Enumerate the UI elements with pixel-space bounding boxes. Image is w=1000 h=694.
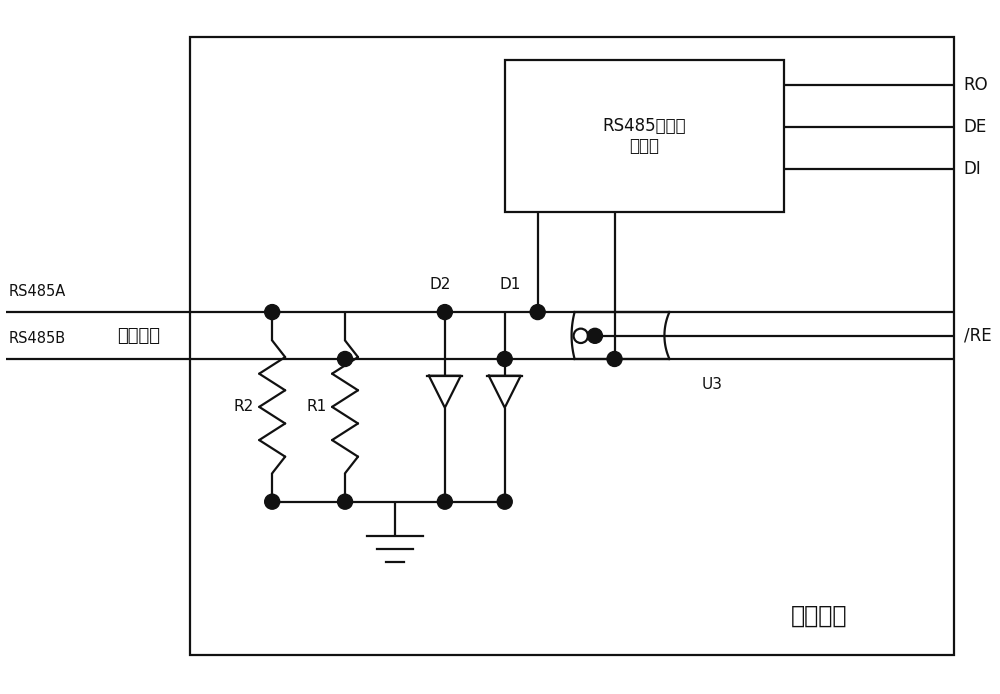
Circle shape <box>587 328 602 344</box>
Circle shape <box>497 351 512 366</box>
Text: R2: R2 <box>234 399 254 414</box>
Text: DE: DE <box>964 119 987 137</box>
Bar <box>190 37 954 655</box>
Circle shape <box>530 305 545 319</box>
Text: RS485协议转
换芯片: RS485协议转 换芯片 <box>603 117 686 155</box>
Circle shape <box>574 329 588 343</box>
Text: D2: D2 <box>429 277 451 292</box>
Text: D1: D1 <box>499 277 520 292</box>
Text: 接口电路: 接口电路 <box>791 604 847 627</box>
Circle shape <box>607 351 622 366</box>
Bar <box>505 60 784 212</box>
Text: /RE: /RE <box>964 327 991 345</box>
Circle shape <box>497 494 512 509</box>
Text: DI: DI <box>964 160 982 178</box>
Circle shape <box>265 305 280 319</box>
Text: RS485A: RS485A <box>9 284 66 299</box>
Circle shape <box>338 494 353 509</box>
Circle shape <box>437 305 452 319</box>
Text: U3: U3 <box>702 377 723 392</box>
Text: RO: RO <box>964 76 988 94</box>
Circle shape <box>265 494 280 509</box>
Text: R1: R1 <box>307 399 327 414</box>
Text: RS485B: RS485B <box>9 331 66 346</box>
Circle shape <box>437 494 452 509</box>
Circle shape <box>338 351 353 366</box>
Text: 接起爆器: 接起爆器 <box>117 326 160 344</box>
